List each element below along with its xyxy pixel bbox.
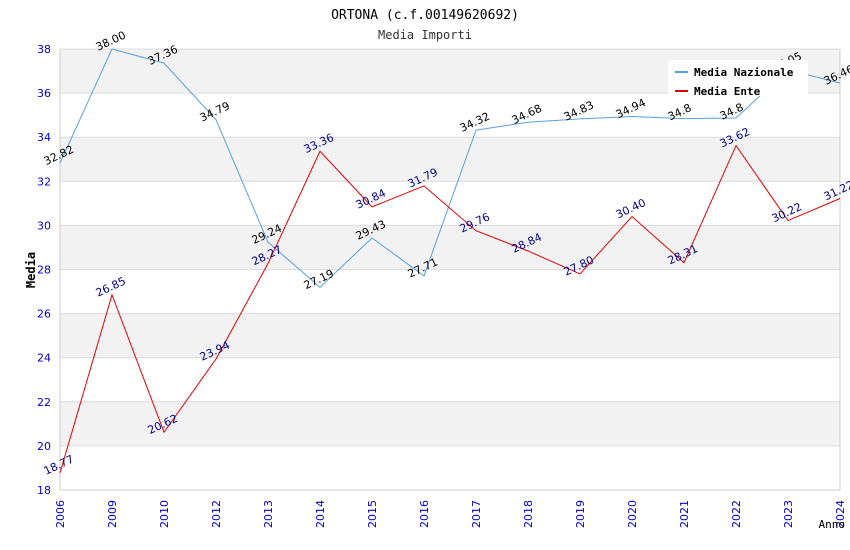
legend-background [668, 60, 808, 96]
x-tick-label: 2009 [106, 500, 119, 528]
background-band [60, 225, 840, 270]
y-tick-label: 20 [37, 440, 51, 453]
y-tick-label: 30 [37, 219, 51, 232]
x-tick-label: 2016 [418, 500, 431, 528]
x-tick-label: 2013 [262, 500, 275, 528]
x-tick-label: 2024 [834, 500, 847, 528]
y-axis-label: Media [24, 252, 38, 288]
x-axis-ticks: 2006 2009 2010 2012 2013 2014 2015 2016 2017 2018… [54, 500, 847, 528]
x-tick-label: 2022 [730, 500, 743, 528]
background-band [60, 269, 840, 314]
chart-subtitle: Media Importi [378, 28, 472, 42]
x-tick-label: 2021 [678, 500, 691, 528]
legend-label-media-ente: Media Ente [694, 85, 761, 98]
gridlines [59, 48, 841, 491]
series-line-media-nazionale [59, 48, 841, 289]
background-band [60, 357, 840, 402]
y-tick-label: 28 [37, 264, 51, 277]
legend-label-media-nazionale: Media Nazionale [694, 66, 794, 79]
y-tick-label: 32 [37, 175, 51, 188]
x-tick-label: 2020 [626, 500, 639, 528]
y-tick-label: 24 [37, 352, 51, 365]
background-band [60, 137, 840, 182]
x-tick-label: 2018 [522, 500, 535, 528]
y-tick-label: 34 [37, 131, 51, 144]
x-tick-label: 2019 [574, 500, 587, 528]
plot-background-bands [60, 49, 840, 490]
chart-title: ORTONA (c.f.00149620692) [331, 8, 519, 23]
series-line-media-ente [59, 144, 841, 474]
x-tick-label: 2015 [366, 500, 379, 528]
x-tick-label: 2017 [470, 500, 483, 528]
y-tick-label: 36 [37, 87, 51, 100]
x-tick-label: 2023 [782, 500, 795, 528]
y-axis-ticks: 18 20 22 24 26 28 30 32 34 36 38 [37, 43, 51, 497]
x-tick-label: 2006 [54, 500, 67, 528]
x-tick-label: 2014 [314, 500, 327, 528]
legend: Media Nazionale Media Ente [668, 60, 808, 98]
x-tick-label: 2012 [210, 500, 223, 528]
background-band [60, 93, 840, 138]
y-tick-label: 18 [37, 484, 51, 497]
background-band [60, 313, 840, 358]
y-tick-label: 22 [37, 396, 51, 409]
background-band [60, 401, 840, 446]
x-axis-label: Anno [819, 518, 846, 531]
y-tick-label: 26 [37, 308, 51, 321]
y-tick-label: 38 [37, 43, 51, 56]
background-band [60, 445, 840, 490]
x-tick-label: 2010 [158, 500, 171, 528]
